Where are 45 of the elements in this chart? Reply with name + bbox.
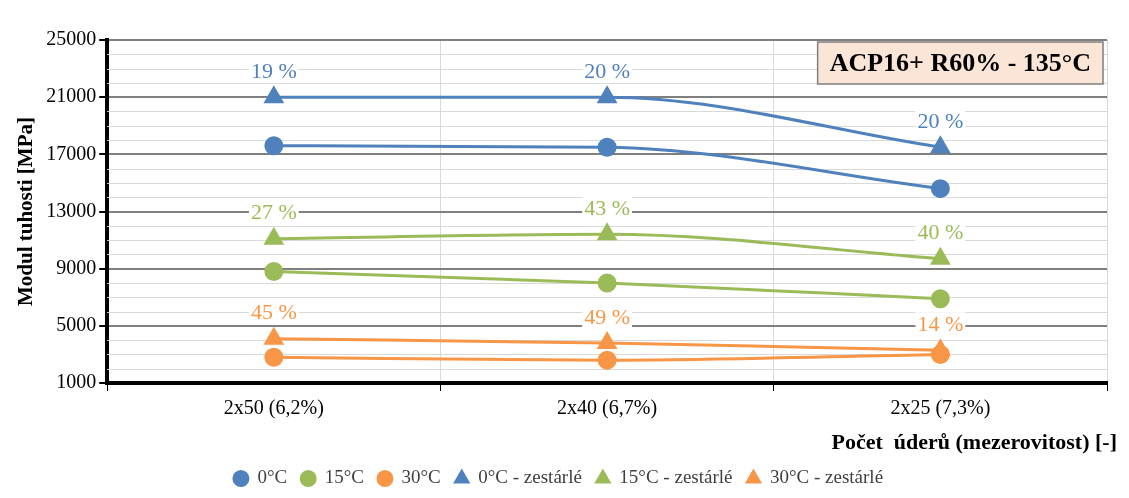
- annotation: 14 %: [917, 310, 964, 336]
- point: [597, 273, 617, 293]
- point: [931, 339, 950, 357]
- legend-label: 30°C: [401, 466, 441, 488]
- point: [264, 347, 284, 367]
- annotation: 27 %: [250, 199, 297, 225]
- y-tick-label: 25000: [46, 27, 97, 50]
- legend-label: 30°C - zestárlé: [769, 466, 884, 488]
- point: [264, 228, 284, 245]
- x-axis-title: Počet úderů (mezerovitost) [-]: [831, 428, 1117, 454]
- y-axis-title: Modul tuhosti [MPa]: [13, 117, 38, 306]
- annotation: 19 %: [250, 57, 297, 83]
- chart-title: ACP16+ R60% - 135°C: [829, 47, 1091, 77]
- annotation: 43 %: [584, 195, 631, 221]
- x-tick-label: 2x25 (7,3%): [890, 396, 991, 420]
- point: [264, 86, 284, 104]
- point: [597, 350, 617, 370]
- point: [597, 332, 617, 349]
- y-tick-label: 17000: [46, 141, 97, 164]
- y-tick-label: 9000: [56, 255, 97, 278]
- annotation: 20 %: [917, 107, 964, 133]
- point: [597, 137, 617, 157]
- annotation: 20 %: [584, 57, 631, 83]
- point: [597, 86, 617, 104]
- point: [930, 289, 950, 309]
- y-tick-label: 21000: [46, 84, 97, 107]
- y-tick-label: 1000: [56, 370, 97, 393]
- legend-label: 15°C - zestárlé: [619, 466, 733, 488]
- annotation: 49 %: [584, 303, 631, 329]
- x-tick-label: 2x40 (6,7%): [557, 396, 658, 420]
- y-tick-label: 5000: [56, 313, 97, 336]
- x-tick-label: 2x50 (6,2%): [223, 396, 324, 420]
- point: [264, 328, 284, 345]
- legend-label: 15°C: [324, 466, 364, 488]
- point: [264, 136, 284, 156]
- legend-label: 0°C: [257, 466, 288, 488]
- point: [931, 136, 950, 154]
- legend-label: 0°C - zestárlé: [478, 466, 582, 488]
- y-tick-label: 13000: [46, 198, 97, 221]
- point: [597, 223, 617, 241]
- point: [931, 248, 950, 265]
- point: [930, 179, 950, 199]
- annotation: 45 %: [250, 299, 297, 325]
- point: [264, 262, 284, 282]
- annotation: 40 %: [917, 219, 964, 245]
